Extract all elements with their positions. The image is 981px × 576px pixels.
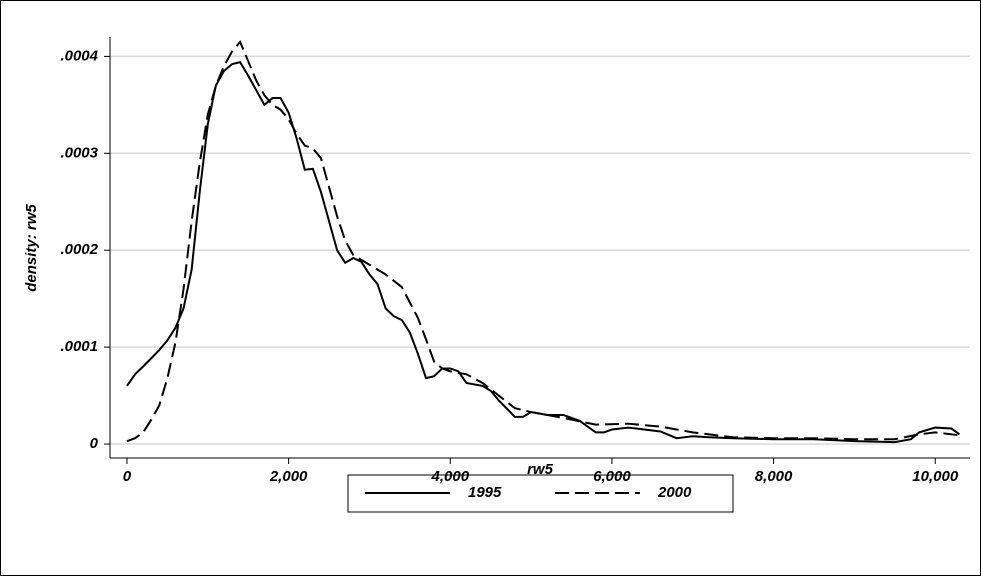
x-tick-label: 0 xyxy=(123,468,132,485)
x-tick-label: 8,000 xyxy=(755,468,793,485)
x-tick-label: 6,000 xyxy=(593,468,631,485)
y-tick-label: .0003 xyxy=(60,144,98,161)
line-series xyxy=(126,39,960,443)
x-axis-label: rw5 xyxy=(527,461,554,478)
y-tick-label: .0002 xyxy=(60,241,98,258)
line-series xyxy=(126,61,961,444)
x-tick-label: 10,000 xyxy=(912,468,959,485)
x-tick-label: 2,000 xyxy=(269,468,308,485)
legend-label: 1995 xyxy=(468,484,502,501)
x-tick-label: 4,000 xyxy=(431,468,470,485)
y-tick-label: 0 xyxy=(90,435,99,452)
y-tick-label: .0004 xyxy=(60,47,98,64)
y-axis-label: density: rw5 xyxy=(23,204,40,292)
plot-area xyxy=(110,37,970,458)
legend-label: 2000 xyxy=(657,484,692,501)
y-tick-label: .0001 xyxy=(60,338,98,355)
